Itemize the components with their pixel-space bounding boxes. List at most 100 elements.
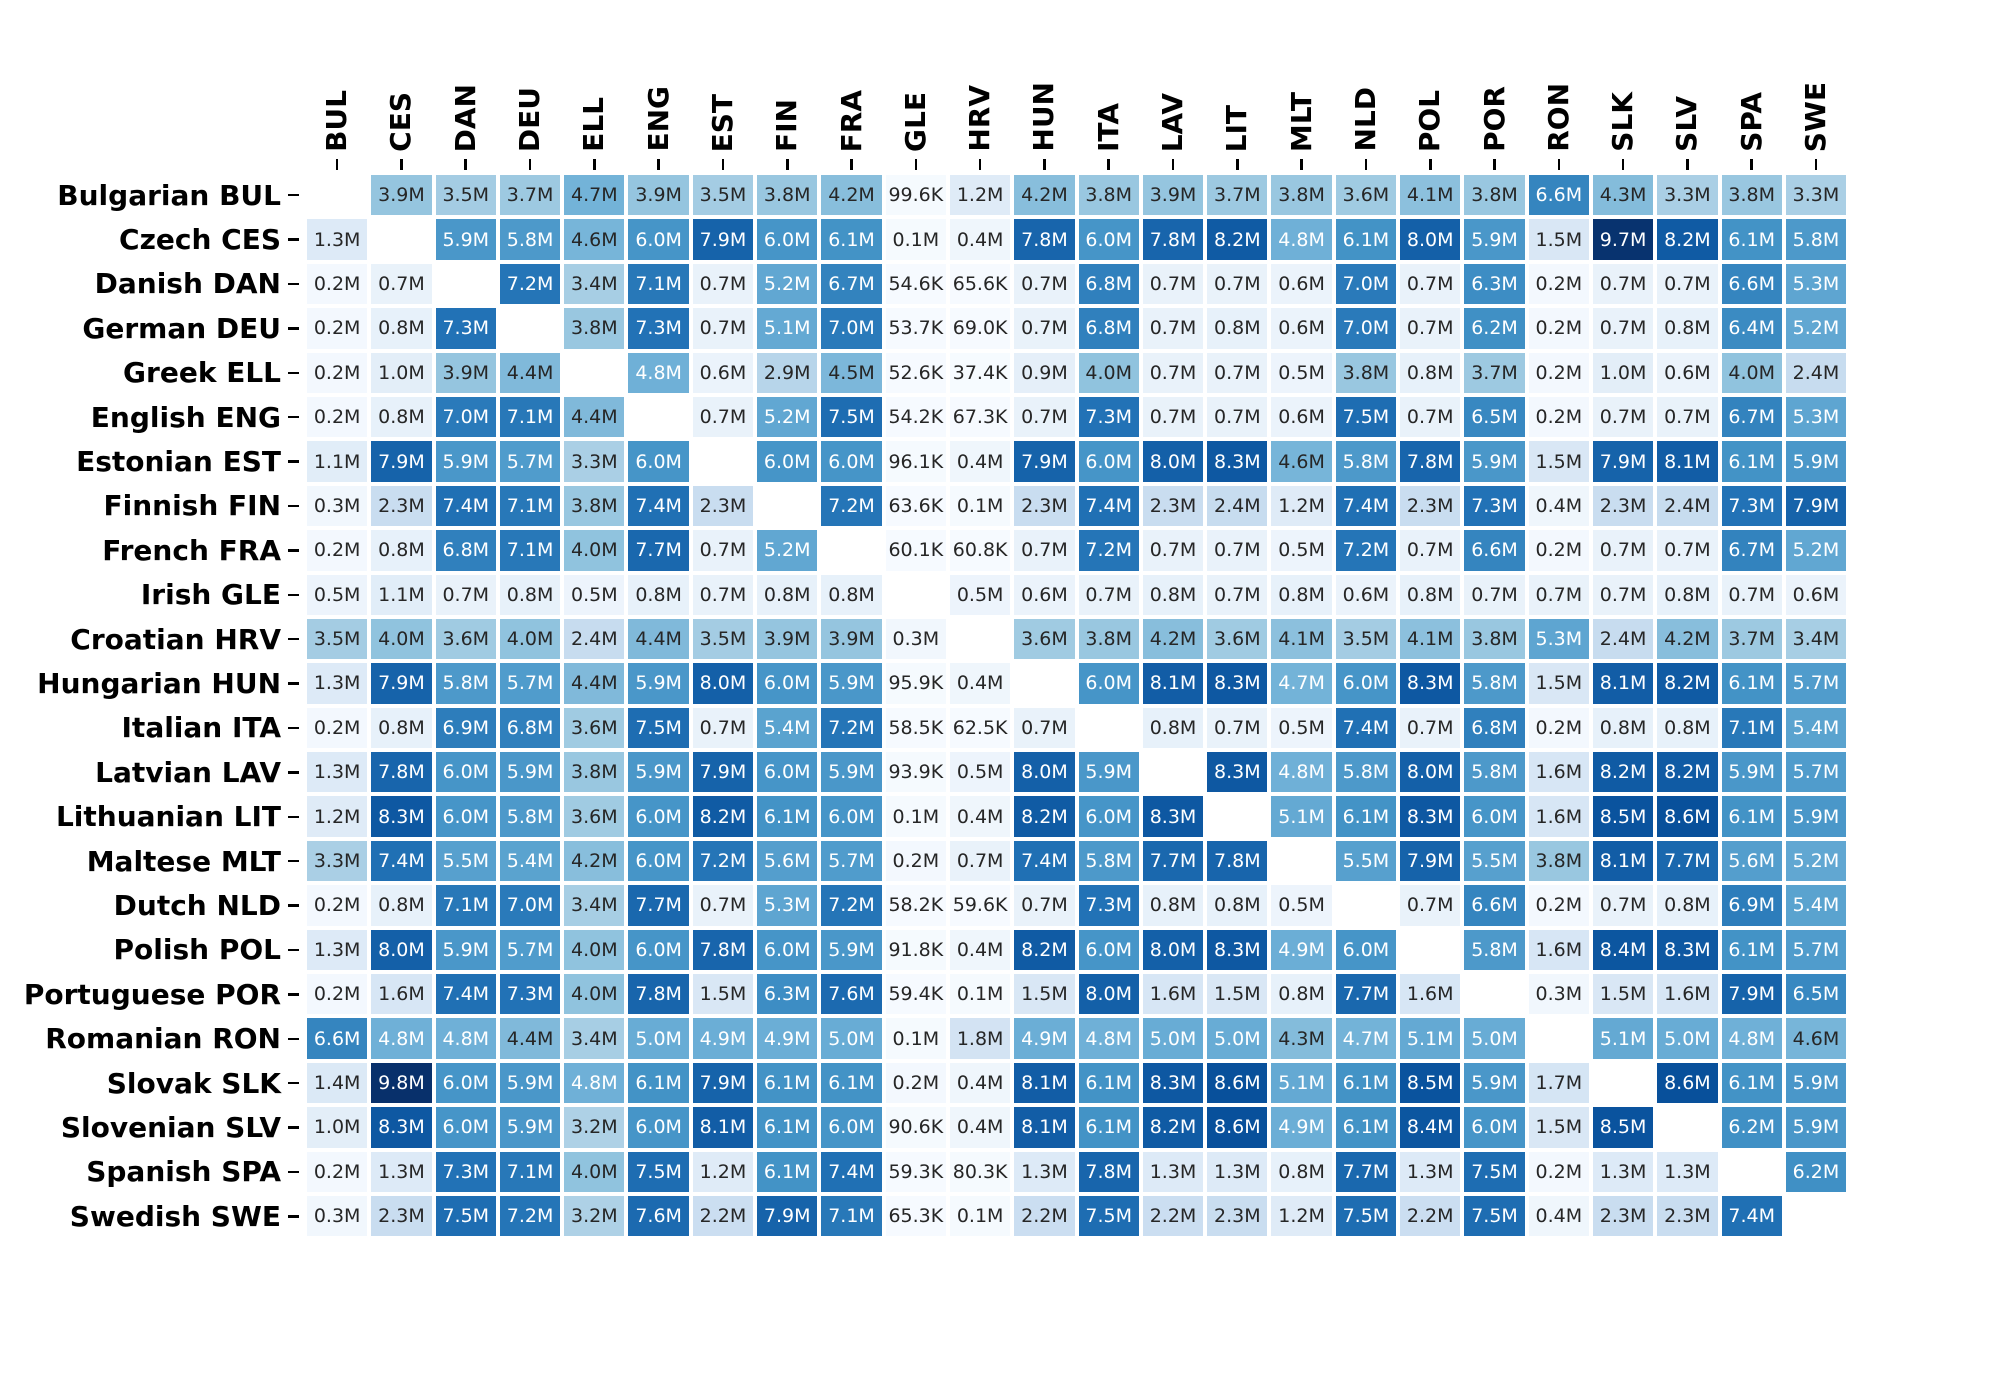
column-header-fra: FRA [819, 52, 883, 152]
heatmap-cell-NLD-SLV: 0.8M [1655, 883, 1720, 928]
heatmap-cell-RON-LAV: 5.0M [1140, 1016, 1206, 1061]
heatmap-cell-CES-MLT: 4.8M [1269, 217, 1334, 262]
y-tick [288, 815, 299, 819]
heatmap-cell-DAN-HRV: 65.6K [947, 261, 1013, 307]
heatmap-cell-GLE-LAV: 0.8M [1140, 572, 1206, 617]
column-header-label: LIT [1220, 104, 1254, 152]
row-label-hrv: Croatian HRV [70, 622, 281, 656]
row-label-deu: German DEU [82, 311, 281, 345]
heatmap-cell-ELL-LIT: 0.7M [1205, 350, 1270, 395]
heatmap-cell-DEU-HRV: 69.0K [947, 306, 1013, 351]
heatmap-cell-HRV-POL: 4.1M [1398, 616, 1463, 662]
row-label-ces: Czech CES [119, 223, 281, 257]
heatmap-cell-MLT-ITA: 5.8M [1076, 838, 1141, 884]
heatmap-cell-MLT-SWE: 5.2M [1783, 838, 1849, 884]
x-tick [335, 159, 339, 170]
heatmap-cell-ENG-RON: 0.2M [1526, 394, 1591, 440]
heatmap-cell-FIN-SWE: 7.9M [1783, 483, 1849, 529]
heatmap-cell-LAV-DEU: 5.9M [497, 750, 563, 795]
column-header-hrv: HRV [948, 52, 1012, 152]
heatmap-cell-POL-POR: 5.8M [1462, 927, 1527, 973]
heatmap-cell-FIN-POR: 7.3M [1462, 483, 1527, 529]
heatmap-cell-ELL-HUN: 0.9M [1012, 350, 1077, 395]
column-header-ell: ELL [562, 52, 626, 152]
heatmap-cell-RON-NLD: 4.7M [1333, 1016, 1399, 1061]
heatmap-cell-CES-LAV: 7.8M [1140, 217, 1206, 262]
heatmap-cell-SLK-MLT: 5.1M [1269, 1060, 1334, 1106]
column-header-label: NLD [1348, 87, 1382, 152]
heatmap-cell-FIN-DAN: 7.4M [433, 483, 498, 529]
heatmap-cell-HRV-FIN: 3.9M [755, 616, 820, 662]
heatmap-cell-LIT-HUN: 8.2M [1012, 794, 1077, 839]
heatmap-cell-HRV-DEU: 4.0M [497, 616, 563, 662]
heatmap-cell-BUL-POR: 3.8M [1462, 173, 1527, 218]
heatmap-cell-ITA-ELL: 3.6M [562, 705, 627, 751]
heatmap-cell-FIN-EST: 2.3M [690, 483, 756, 529]
heatmap-cell-DEU-EST: 0.7M [690, 306, 756, 351]
row-label-fra: French FRA [102, 533, 281, 567]
heatmap-cell-GLE-DEU: 0.8M [497, 572, 563, 617]
heatmap-cell-ITA-POR: 6.8M [1462, 705, 1527, 751]
heatmap-cell-SPA-POL: 1.3M [1398, 1149, 1463, 1194]
heatmap-cell-HUN-DAN: 5.8M [433, 661, 498, 706]
heatmap-cell-HUN-CES: 7.9M [369, 661, 434, 706]
heatmap-cell-SPA-SPA [1719, 1149, 1784, 1194]
heatmap-cell-SWE-SPA: 7.4M [1719, 1193, 1784, 1239]
heatmap-cell-LIT-FIN: 6.1M [755, 794, 820, 839]
heatmap-cell-HUN-DEU: 5.7M [497, 661, 563, 706]
heatmap-cell-ELL-GLE: 52.6K [883, 350, 948, 395]
heatmap-cell-FIN-HUN: 2.3M [1012, 483, 1077, 529]
heatmap-cell-DEU-SPA: 6.4M [1719, 306, 1784, 351]
heatmap-cell-CES-SLK: 9.7M [1590, 217, 1656, 262]
heatmap-cell-NLD-BUL: 0.2M [305, 883, 370, 928]
heatmap-cell-NLD-CES: 0.8M [369, 883, 434, 928]
row-label-swe: Swedish SWE [69, 1199, 281, 1233]
heatmap-cell-POR-MLT: 0.8M [1269, 972, 1334, 1017]
heatmap-cell-LAV-NLD: 5.8M [1333, 750, 1399, 795]
column-header-label: FRA [834, 89, 868, 152]
heatmap-cell-MLT-SLV: 7.7M [1655, 838, 1720, 884]
heatmap-cell-ELL-DEU: 4.4M [497, 350, 563, 395]
heatmap-cell-POR-SPA: 7.9M [1719, 972, 1784, 1017]
heatmap-cell-HUN-ITA: 6.0M [1076, 661, 1141, 706]
heatmap-cell-MLT-EST: 7.2M [690, 838, 756, 884]
heatmap-cell-SLV-CES: 8.3M [369, 1105, 434, 1150]
heatmap-cell-DAN-LAV: 0.7M [1140, 261, 1206, 307]
heatmap-cell-CES-LIT: 8.2M [1205, 217, 1270, 262]
x-tick [1493, 159, 1496, 170]
heatmap-cell-LAV-SPA: 5.9M [1719, 750, 1784, 795]
heatmap-cell-SPA-HRV: 80.3K [947, 1149, 1013, 1194]
heatmap-cell-HUN-POL: 8.3M [1398, 661, 1463, 706]
heatmap-cell-EST-SWE: 5.9M [1783, 439, 1849, 484]
heatmap-cell-ENG-SLK: 0.7M [1590, 394, 1656, 440]
row-label-est: Estonian EST [76, 445, 281, 479]
x-tick [721, 159, 725, 170]
heatmap-cell-HRV-BUL: 3.5M [305, 616, 370, 662]
heatmap-cell-DEU-CES: 0.8M [369, 306, 434, 351]
heatmap-cell-EST-HRV: 0.4M [947, 439, 1013, 484]
x-tick [1171, 159, 1175, 170]
column-header-label: RON [1541, 83, 1575, 152]
heatmap-cell-FIN-MLT: 1.2M [1269, 483, 1334, 529]
heatmap-cell-NLD-ELL: 3.4M [562, 883, 627, 928]
heatmap-cell-SWE-ENG: 7.6M [626, 1193, 691, 1239]
x-tick [914, 159, 918, 170]
column-header-pol: POL [1398, 52, 1462, 152]
heatmap-cell-POL-ENG: 6.0M [626, 927, 691, 973]
heatmap-cell-HUN-SLK: 8.1M [1590, 661, 1656, 706]
heatmap-cell-POL-DEU: 5.7M [497, 927, 563, 973]
heatmap-cell-GLE-HUN: 0.6M [1012, 572, 1077, 617]
heatmap-cell-HRV-LIT: 3.6M [1205, 616, 1270, 662]
heatmap-cell-SWE-CES: 2.3M [369, 1193, 434, 1239]
heatmap-cell-SLK-DEU: 5.9M [497, 1060, 563, 1106]
row-label-gle: Irish GLE [140, 578, 281, 612]
x-tick [785, 159, 789, 170]
heatmap-cell-DEU-POL: 0.7M [1398, 306, 1463, 351]
heatmap-cell-LIT-ENG: 6.0M [626, 794, 691, 839]
heatmap-cell-ITA-ITA [1076, 705, 1141, 751]
heatmap-cell-HRV-SPA: 3.7M [1719, 616, 1784, 662]
heatmap-cell-RON-GLE: 0.1M [883, 1016, 948, 1061]
heatmap-cell-LIT-ELL: 3.6M [562, 794, 627, 839]
heatmap-cell-GLE-ELL: 0.5M [562, 572, 627, 617]
column-header-por: POR [1462, 52, 1526, 152]
